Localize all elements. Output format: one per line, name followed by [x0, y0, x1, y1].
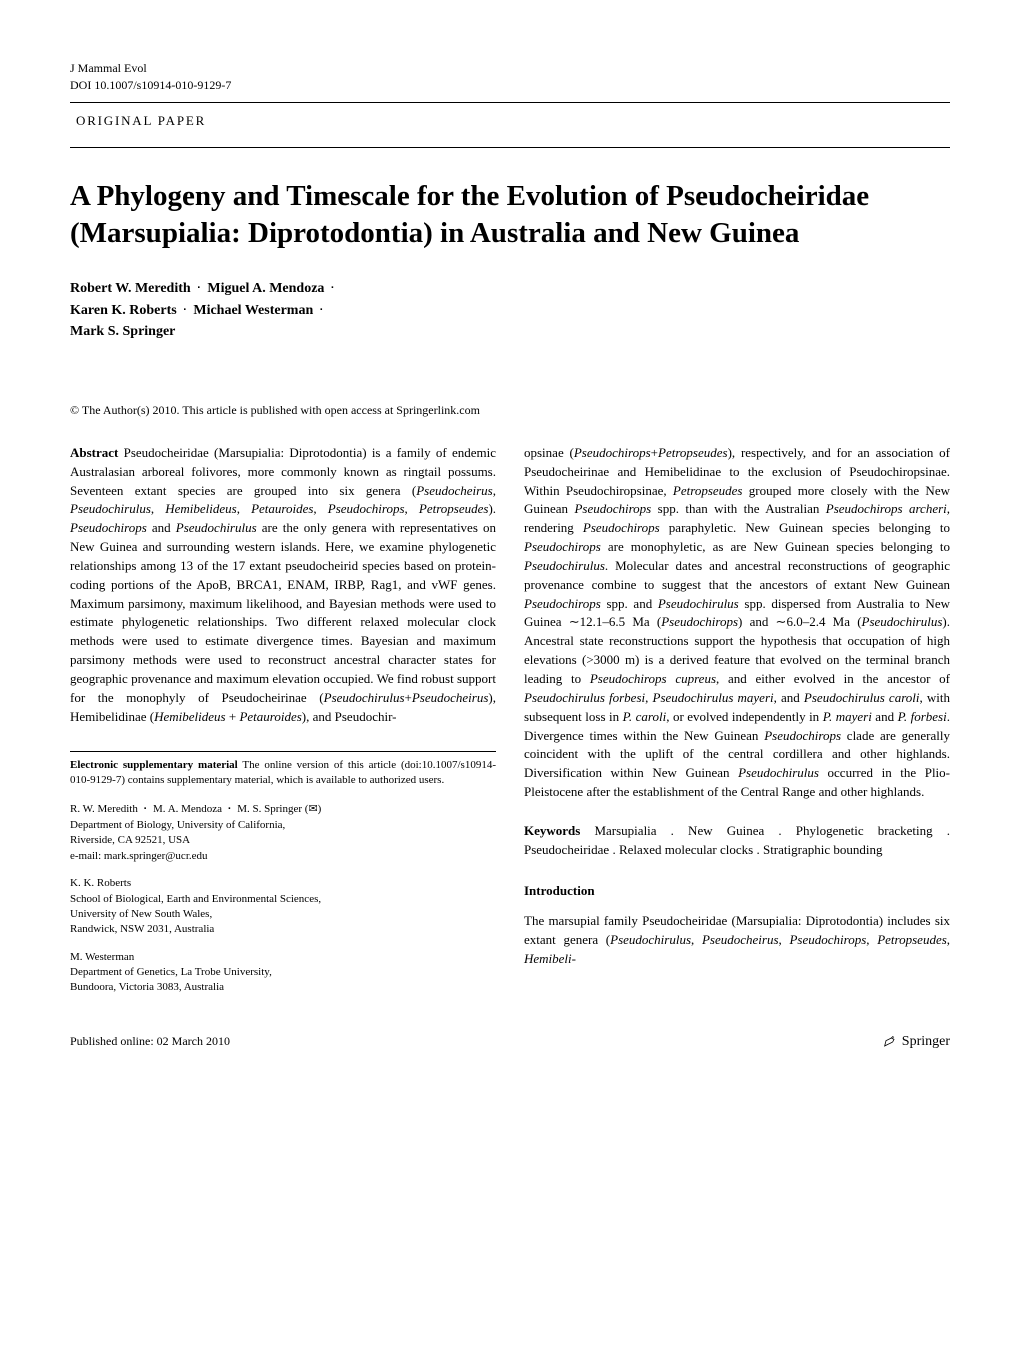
affiliation-dept: Department of Genetics, La Trobe Univers… [70, 965, 496, 980]
doi: DOI 10.1007/s10914-010-9129-7 [70, 77, 950, 94]
two-column-layout: Abstract Pseudocheiridae (Marsupialia: D… [70, 444, 950, 1008]
top-rule [70, 102, 950, 103]
abstract-text-left: Pseudocheiridae (Marsupialia: Diprotodon… [70, 445, 496, 724]
paper-type-label: ORIGINAL PAPER [76, 113, 950, 129]
page-footer: Published online: 02 March 2010 Springer [70, 1034, 950, 1050]
author-2: Miguel A. Mendoza [207, 281, 324, 296]
introduction-text: The marsupial family Pseudocheiridae (Ma… [524, 912, 950, 969]
author-3: Karen K. Roberts [70, 303, 177, 318]
abstract-left: Abstract Pseudocheiridae (Marsupialia: D… [70, 444, 496, 727]
affiliation-addr: Randwick, NSW 2031, Australia [70, 922, 496, 937]
keywords-block: Keywords Marsupialia . New Guinea . Phyl… [524, 822, 950, 860]
authors-block: Robert W. Meredith · Miguel A. Mendoza ·… [70, 278, 950, 343]
paper-type-rule [70, 147, 950, 148]
copyright-line: © The Author(s) 2010. This article is pu… [70, 403, 950, 418]
affiliation-addr: Bundoora, Victoria 3083, Australia [70, 980, 496, 995]
publisher-name: Springer [902, 1034, 950, 1050]
affiliation-dept2: University of New South Wales, [70, 907, 496, 922]
affiliation-email: e-mail: mark.springer@ucr.edu [70, 849, 496, 864]
affiliation-dept: School of Biological, Earth and Environm… [70, 892, 496, 907]
esm-block: Electronic supplementary material The on… [70, 758, 496, 789]
author-separator: · [328, 282, 338, 294]
affiliation-addr: Riverside, CA 92521, USA [70, 833, 496, 848]
esm-rule [70, 751, 496, 752]
author-4: Michael Westerman [193, 303, 313, 318]
introduction-heading: Introduction [524, 882, 950, 901]
author-separator: · [194, 282, 204, 294]
affiliation-3: M. Westerman Department of Genetics, La … [70, 950, 496, 996]
author-5: Mark S. Springer [70, 324, 175, 339]
published-date: Published online: 02 March 2010 [70, 1034, 230, 1049]
author-1: Robert W. Meredith [70, 281, 191, 296]
keywords-label: Keywords [524, 823, 580, 838]
author-separator: · [180, 304, 190, 316]
springer-horse-icon [882, 1034, 898, 1050]
page-container: J Mammal Evol DOI 10.1007/s10914-010-912… [0, 0, 1020, 1090]
affiliation-dept: Department of Biology, University of Cal… [70, 818, 496, 833]
affiliation-2: K. K. Roberts School of Biological, Eart… [70, 876, 496, 938]
affiliation-authors: K. K. Roberts [70, 876, 496, 891]
author-separator: · [317, 304, 327, 316]
journal-name: J Mammal Evol [70, 60, 950, 77]
abstract-label: Abstract [70, 445, 118, 460]
journal-header: J Mammal Evol DOI 10.1007/s10914-010-912… [70, 60, 950, 94]
affiliation-authors: R. W. Meredith · M. A. Mendoza · M. S. S… [70, 802, 496, 818]
keywords-text: Marsupialia . New Guinea . Phylogenetic … [524, 823, 950, 857]
affiliation-1: R. W. Meredith · M. A. Mendoza · M. S. S… [70, 802, 496, 864]
paper-title: A Phylogeny and Timescale for the Evolut… [70, 178, 950, 252]
right-column: opsinae (Pseudochirops+Petropseudes), re… [524, 444, 950, 1008]
publisher-logo: Springer [882, 1034, 950, 1050]
affiliation-authors: M. Westerman [70, 950, 496, 965]
esm-label: Electronic supplementary material [70, 759, 238, 771]
left-column: Abstract Pseudocheiridae (Marsupialia: D… [70, 444, 496, 1008]
abstract-right: opsinae (Pseudochirops+Petropseudes), re… [524, 444, 950, 802]
